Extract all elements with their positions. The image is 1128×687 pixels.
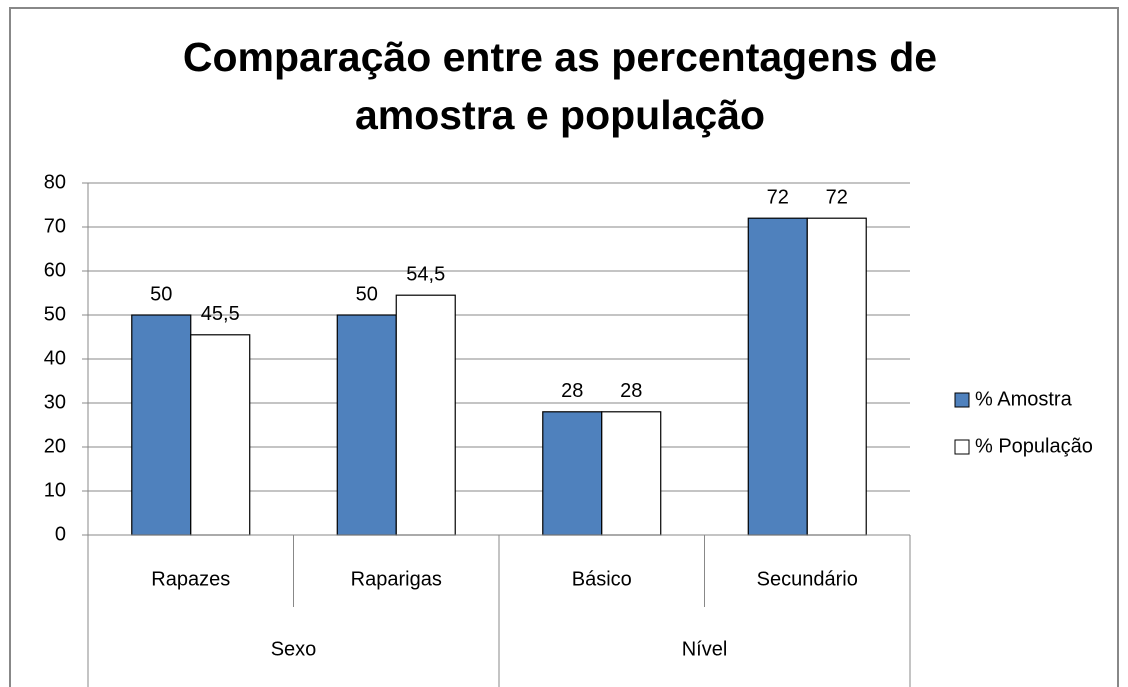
- y-tick-label: 40: [44, 347, 66, 369]
- bar: [336, 314, 397, 536]
- legend-label: % População: [975, 435, 1093, 457]
- bar: [190, 334, 251, 536]
- y-tick-label: 30: [44, 391, 66, 413]
- y-tick-label: 50: [44, 303, 66, 325]
- x-tick-label: Rapazes: [151, 568, 230, 590]
- y-tick-label: 80: [44, 171, 66, 193]
- legend-swatch: [954, 439, 970, 455]
- chart-border: [9, 7, 1119, 687]
- bar: [395, 294, 456, 536]
- group-label: Nível: [682, 638, 728, 660]
- bar: [601, 411, 662, 536]
- y-tick-label: 70: [44, 215, 66, 237]
- y-tick-label: 10: [44, 479, 66, 501]
- legend-label: % Amostra: [975, 388, 1073, 410]
- data-label: 50: [356, 283, 378, 305]
- x-tick-label: Básico: [572, 568, 632, 590]
- data-label: 45,5: [201, 303, 240, 325]
- x-tick-label: Raparigas: [351, 568, 442, 590]
- data-label: 28: [620, 380, 642, 402]
- data-label: 50: [150, 283, 172, 305]
- bar: [806, 217, 867, 536]
- chart-title: Comparação entre as percentagens de amos…: [182, 34, 938, 138]
- data-label: 54,5: [406, 263, 445, 285]
- bar: [747, 217, 808, 536]
- bar: [542, 411, 603, 536]
- x-tick-label: Secundário: [757, 568, 858, 590]
- y-tick-label: 0: [55, 523, 66, 545]
- y-tick-label: 20: [44, 435, 66, 457]
- group-label: Sexo: [271, 638, 317, 660]
- y-tick-label: 60: [44, 259, 66, 281]
- bar: [131, 314, 192, 536]
- data-label: 72: [767, 186, 789, 208]
- data-label: 72: [826, 186, 848, 208]
- legend-swatch: [954, 392, 970, 408]
- data-label: 28: [561, 380, 583, 402]
